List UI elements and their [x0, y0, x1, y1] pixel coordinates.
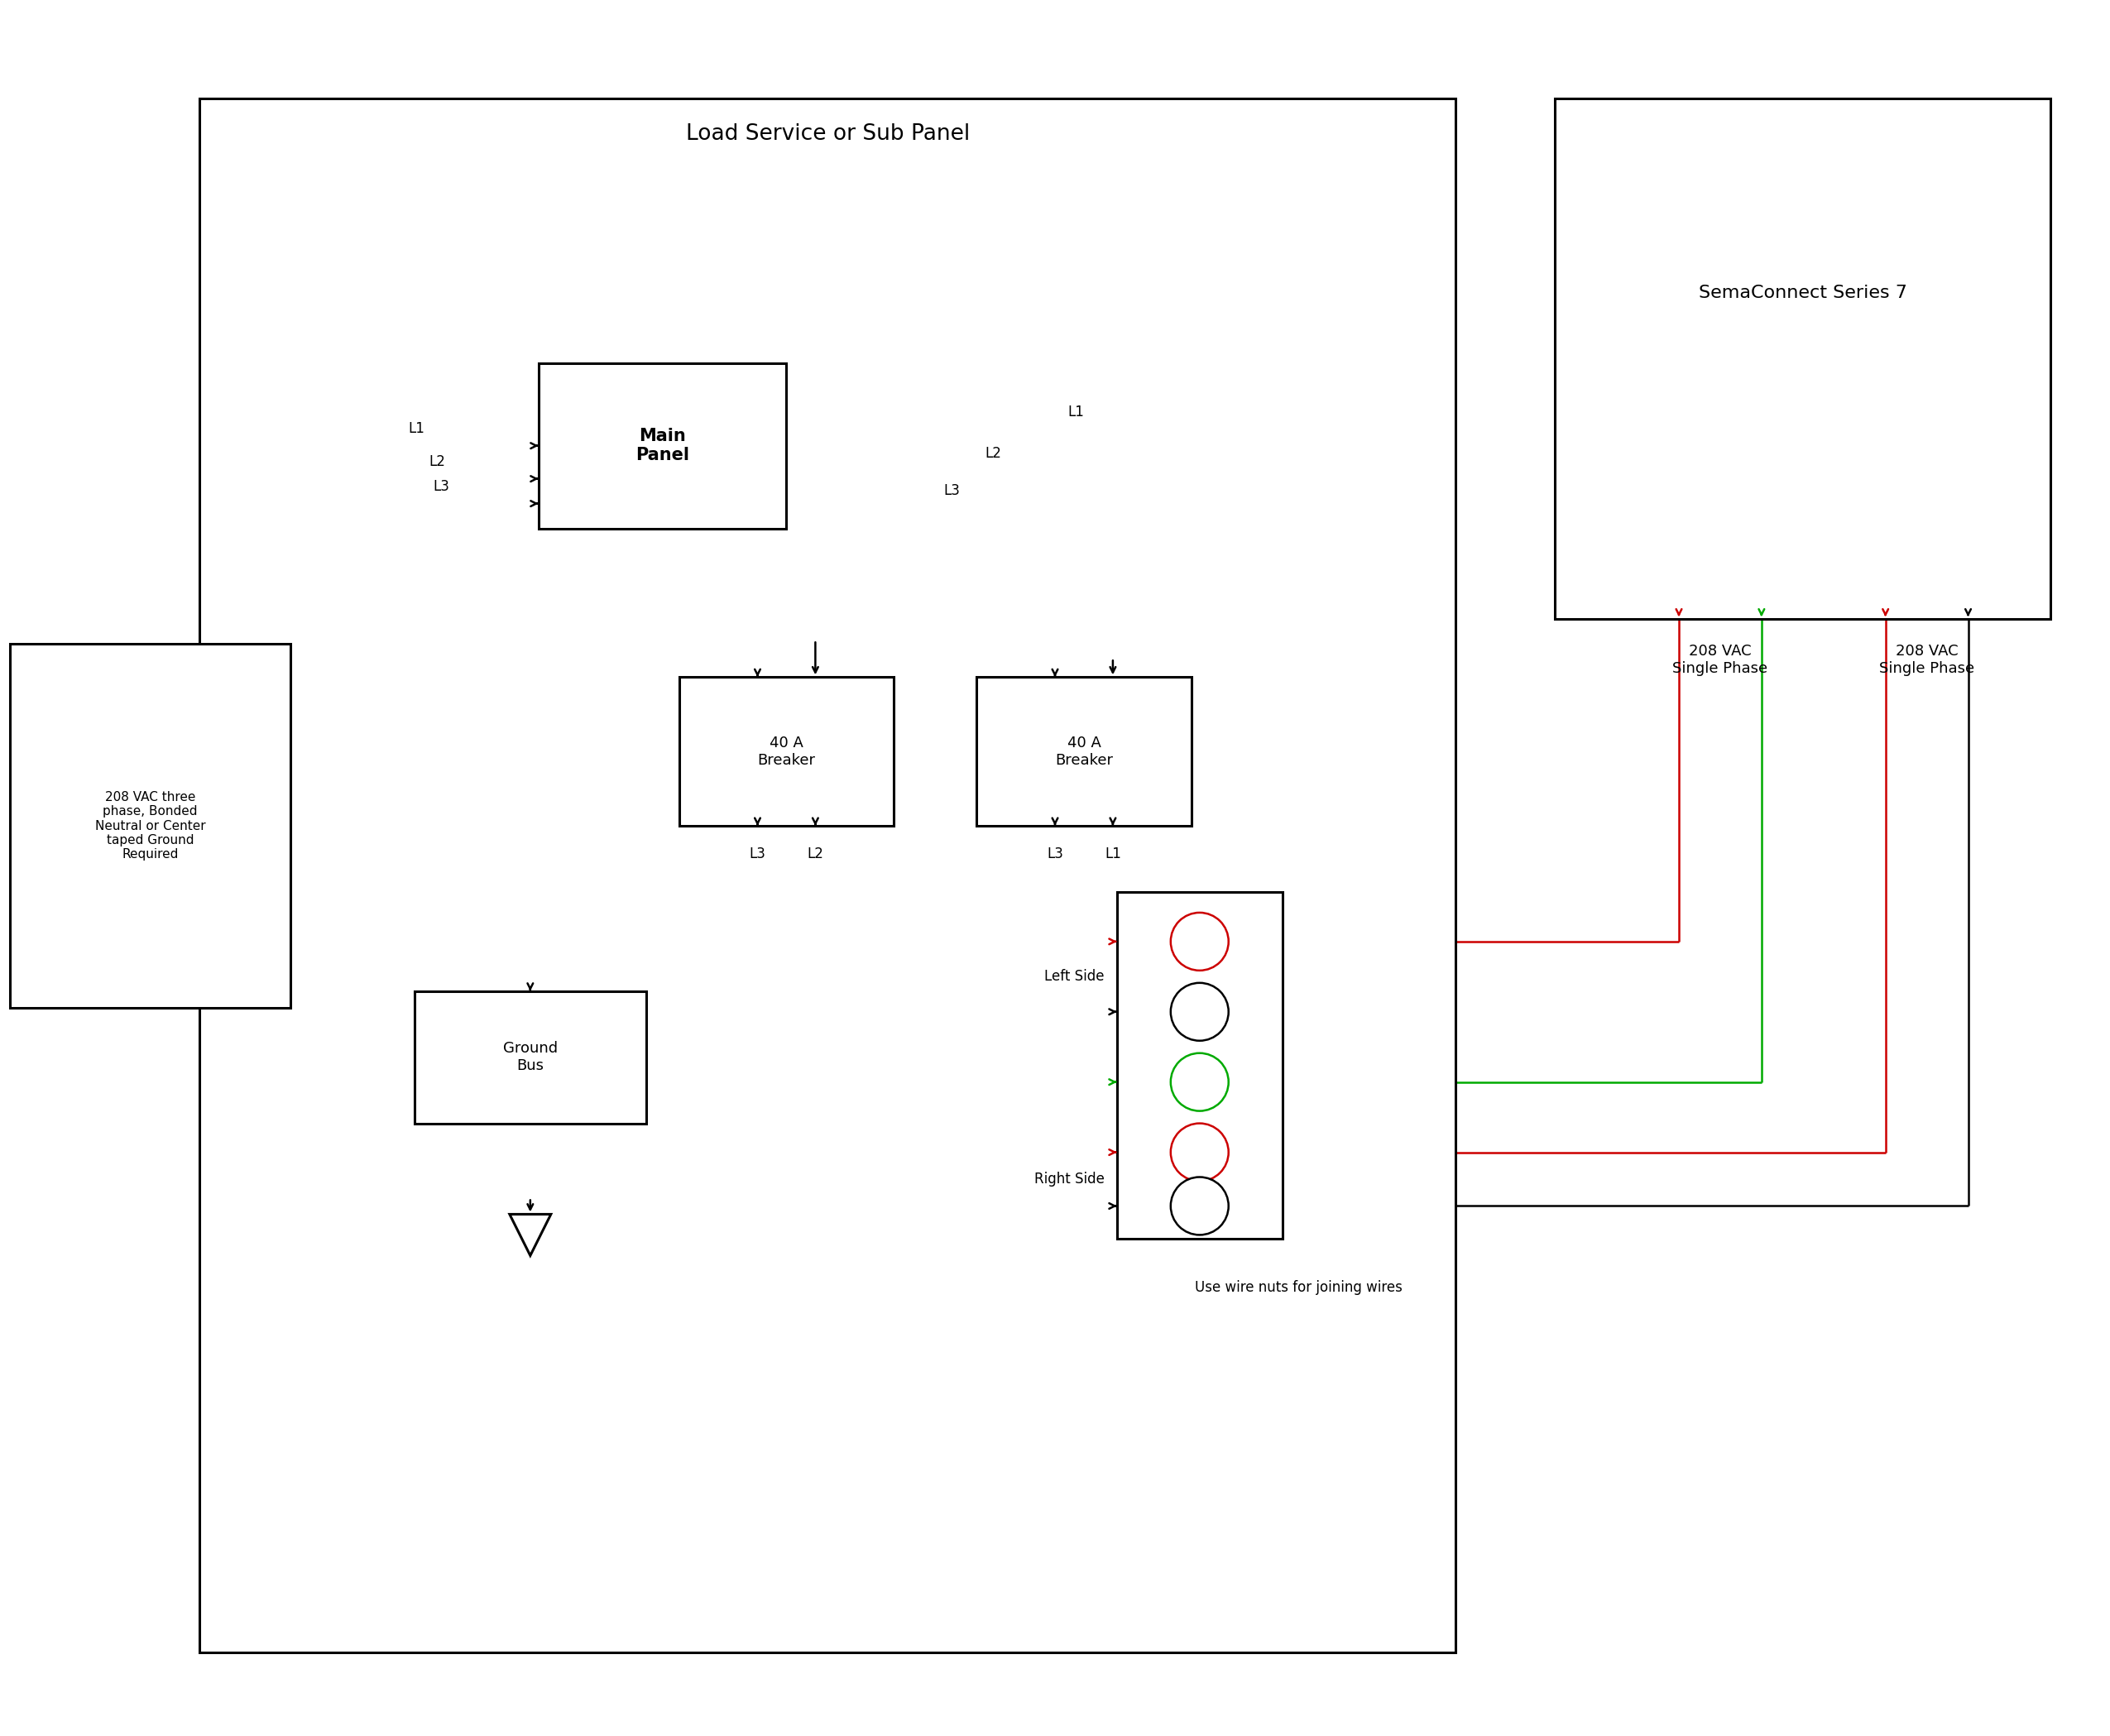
Text: L3: L3 [1047, 847, 1063, 861]
Bar [200, 99, 1456, 1653]
Bar [1555, 99, 2051, 620]
Bar [11, 644, 291, 1007]
Circle shape [1171, 1123, 1228, 1180]
Text: L2: L2 [428, 455, 445, 469]
Text: L2: L2 [808, 847, 823, 861]
Text: 208 VAC
Single Phase: 208 VAC Single Phase [1673, 644, 1768, 675]
Text: L3: L3 [749, 847, 766, 861]
Text: Load Service or Sub Panel: Load Service or Sub Panel [686, 123, 971, 146]
Text: Right Side: Right Side [1034, 1172, 1104, 1187]
Text: L2: L2 [985, 446, 1002, 460]
Text: 40 A
Breaker: 40 A Breaker [1055, 736, 1112, 767]
Text: Main
Panel: Main Panel [635, 427, 690, 464]
Polygon shape [511, 1213, 551, 1255]
Bar [977, 677, 1192, 826]
Text: L3: L3 [433, 479, 449, 493]
Bar [414, 991, 646, 1123]
Text: 208 VAC
Single Phase: 208 VAC Single Phase [1880, 644, 1975, 675]
Text: L1: L1 [1106, 847, 1120, 861]
Text: SemaConnect Series 7: SemaConnect Series 7 [1699, 285, 1907, 300]
Text: L1: L1 [409, 420, 424, 436]
Circle shape [1171, 983, 1228, 1040]
Circle shape [1171, 1177, 1228, 1234]
Circle shape [1171, 913, 1228, 970]
Text: L3: L3 [943, 483, 960, 498]
Bar [538, 363, 787, 528]
Text: L1: L1 [1068, 404, 1085, 420]
Bar [1116, 892, 1283, 1240]
Text: 208 VAC three
phase, Bonded
Neutral or Center
taped Ground
Required: 208 VAC three phase, Bonded Neutral or C… [95, 792, 205, 861]
Bar [679, 677, 895, 826]
Text: 40 A
Breaker: 40 A Breaker [757, 736, 814, 767]
Circle shape [1171, 1054, 1228, 1111]
Text: Use wire nuts for joining wires: Use wire nuts for joining wires [1194, 1281, 1403, 1295]
Text: Left Side: Left Side [1044, 969, 1104, 984]
Text: Ground
Bus: Ground Bus [502, 1042, 557, 1073]
